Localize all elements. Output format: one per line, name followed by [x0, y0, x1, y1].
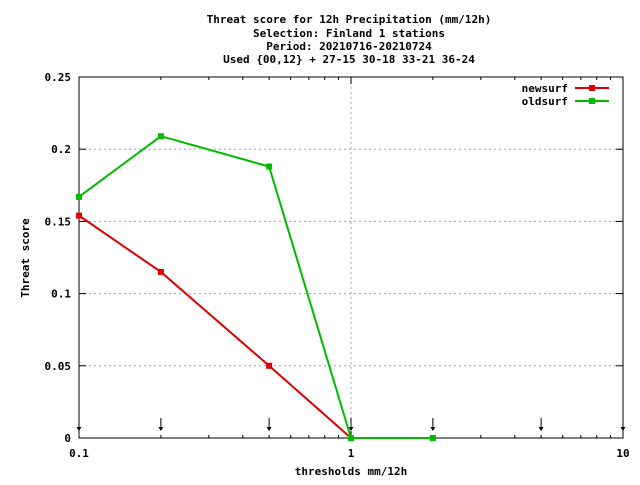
threshold-marker-head: [348, 427, 354, 431]
data-point-oldsurf: [157, 133, 164, 140]
data-point-newsurf: [157, 268, 164, 275]
title-line-2: Selection: Finland 1 stations: [253, 27, 445, 40]
y-tick-label: 0.15: [45, 215, 72, 228]
title-line-1: Threat score for 12h Precipitation (mm/1…: [207, 13, 492, 26]
y-tick-label: 0.05: [45, 360, 72, 373]
series-layer: [76, 133, 436, 441]
data-point-oldsurf: [348, 435, 354, 441]
threshold-marker-head: [430, 427, 436, 431]
x-tick-label: 10: [616, 447, 629, 460]
legend-marker-newsurf: [589, 85, 595, 91]
y-tick-label: 0.25: [45, 71, 72, 84]
threshold-marker-head: [266, 427, 272, 431]
data-point-newsurf: [76, 212, 82, 219]
series-line-oldsurf: [78, 135, 433, 439]
y-tick-label: 0.2: [51, 143, 71, 156]
series-line-newsurf: [78, 214, 433, 439]
grid: [79, 77, 623, 438]
legend-marker-oldsurf: [589, 98, 595, 104]
threshold-marker-head: [76, 427, 82, 431]
data-point-newsurf: [266, 362, 273, 369]
x-tick-label: 0.1: [69, 447, 89, 460]
y-tick-label: 0.1: [51, 288, 71, 301]
legend-label-newsurf: newsurf: [522, 82, 568, 95]
threshold-marker-head: [158, 427, 164, 431]
data-point-oldsurf: [429, 435, 436, 441]
x-tick-label: 1: [348, 447, 355, 460]
title-line-4: Used {00,12} + 27-15 30-18 33-21 36-24: [223, 53, 475, 66]
y-tick-label: 0: [64, 432, 71, 445]
chart-title: Threat score for 12h Precipitation (mm/1…: [207, 13, 492, 66]
axes: 0 0.05 0.1 0.15 0.2 0.25 0.1 1 10: [45, 71, 630, 460]
threshold-markers: [76, 418, 626, 431]
title-line-3: Period: 20210716-20210724: [266, 40, 432, 53]
x-axis-label: thresholds mm/12h: [295, 465, 408, 478]
data-point-oldsurf: [76, 193, 82, 200]
threshold-marker-head: [538, 427, 544, 431]
threshold-marker-head: [620, 427, 626, 431]
legend-label-oldsurf: oldsurf: [522, 95, 568, 108]
y-axis-label: Threat score: [19, 218, 32, 298]
data-point-oldsurf: [266, 163, 273, 170]
